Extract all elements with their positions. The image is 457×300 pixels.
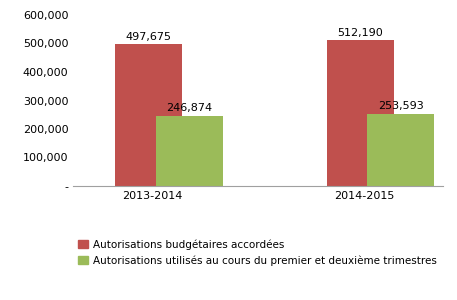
Text: 512,190: 512,190 <box>338 28 383 38</box>
Legend: Autorisations budgétaires accordées, Autorisations utilisés au cours du premier : Autorisations budgétaires accordées, Aut… <box>78 239 437 266</box>
Bar <box>367 114 435 186</box>
Bar <box>156 116 223 186</box>
Text: 253,593: 253,593 <box>378 101 424 111</box>
Bar <box>116 44 182 186</box>
Text: 497,675: 497,675 <box>126 32 172 42</box>
Bar <box>327 40 394 186</box>
Text: 246,874: 246,874 <box>166 103 213 113</box>
